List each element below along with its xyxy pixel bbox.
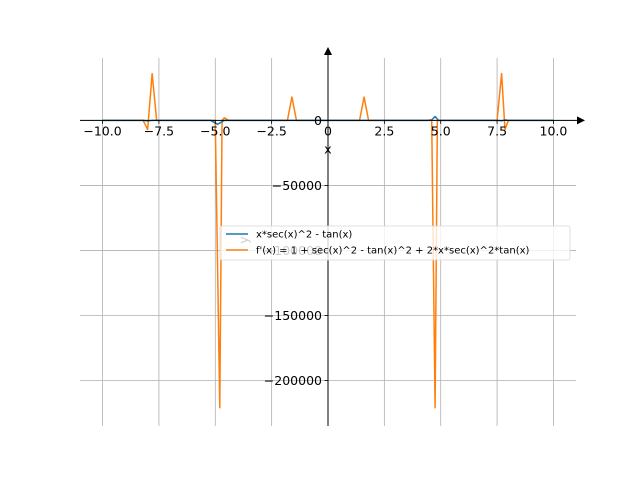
- y-tick-label: −200000: [264, 373, 322, 388]
- x-tick-label: −10.0: [83, 123, 121, 138]
- x-axis-label: x: [324, 141, 331, 156]
- y-axis-arrow-icon: [324, 47, 332, 55]
- y-tick-label: −150000: [264, 308, 322, 323]
- y-tick-label: −50000: [272, 178, 322, 193]
- x-tick-label: 7.5: [487, 123, 507, 138]
- legend-box: [219, 225, 571, 261]
- x-tick-label: −5.0: [200, 123, 230, 138]
- legend-label: x*sec(x)^2 - tan(x): [256, 230, 352, 241]
- x-tick-label: 2.5: [374, 123, 394, 138]
- legend-label: f'(x) = 1 + sec(x)^2 - tan(x)^2 + 2*x*se…: [256, 246, 530, 257]
- y-tick-label: 0: [314, 113, 322, 128]
- x-tick-label: −2.5: [256, 123, 286, 138]
- x-tick-label: 10.0: [540, 123, 568, 138]
- x-axis-arrow-icon: [577, 116, 585, 125]
- x-tick-label: −7.5: [144, 123, 174, 138]
- x-tick-label: 0: [324, 123, 332, 138]
- x-tick-label: 5.0: [431, 123, 451, 138]
- legend: x*sec(x)^2 - tan(x) f'(x) = 1 + sec(x)^2 …: [219, 225, 571, 261]
